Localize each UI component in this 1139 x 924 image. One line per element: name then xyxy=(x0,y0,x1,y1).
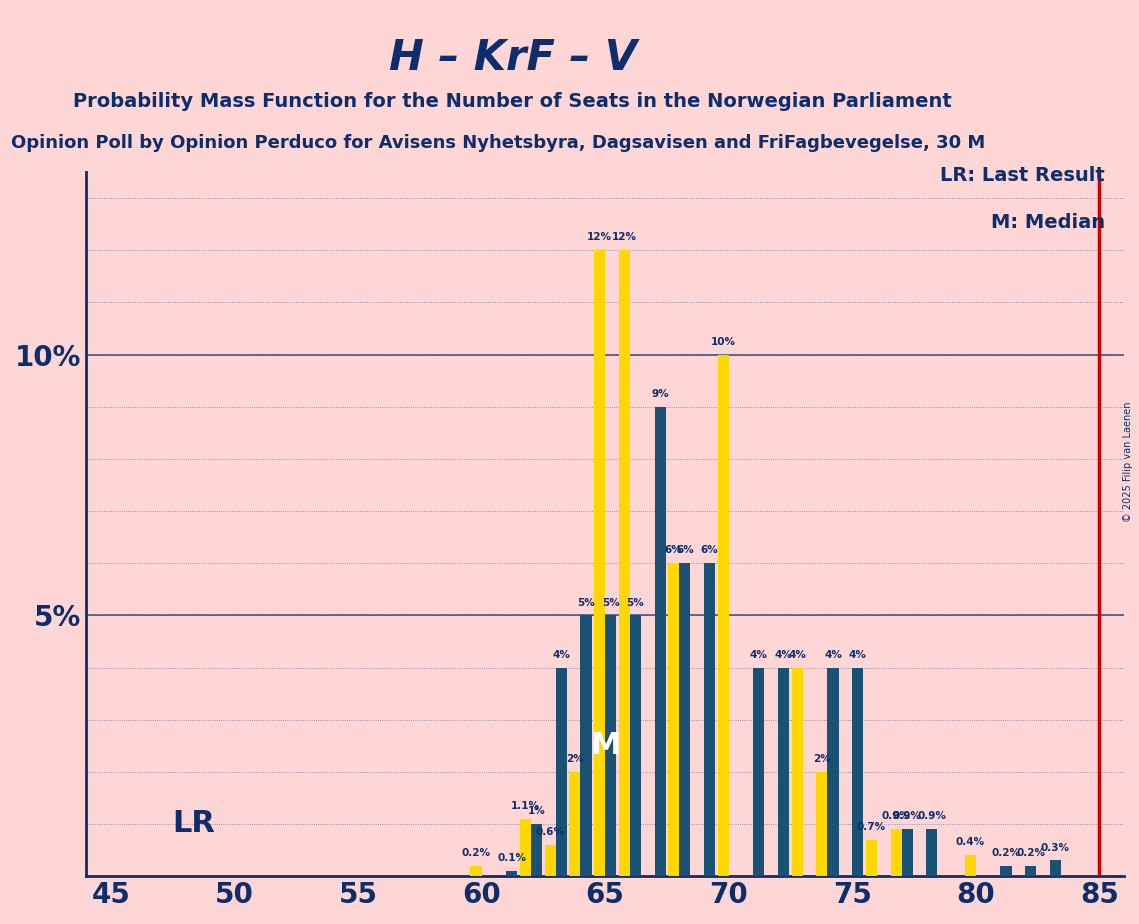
Text: 0.9%: 0.9% xyxy=(882,811,910,821)
Text: 0.1%: 0.1% xyxy=(498,853,526,863)
Text: 0.2%: 0.2% xyxy=(461,848,491,857)
Text: 5%: 5% xyxy=(577,598,595,608)
Bar xyxy=(605,615,616,876)
Text: Probability Mass Function for the Number of Seats in the Norwegian Parliament: Probability Mass Function for the Number… xyxy=(73,92,952,112)
Text: 5%: 5% xyxy=(601,598,620,608)
Text: 12%: 12% xyxy=(587,233,612,242)
Text: 9%: 9% xyxy=(652,389,669,399)
Bar xyxy=(618,250,630,876)
Text: 4%: 4% xyxy=(552,650,571,660)
Text: 10%: 10% xyxy=(711,336,736,346)
Bar xyxy=(1050,860,1062,876)
Text: 5%: 5% xyxy=(626,598,645,608)
Bar xyxy=(926,829,937,876)
Bar xyxy=(753,667,764,876)
Bar xyxy=(792,667,803,876)
Bar xyxy=(866,840,877,876)
Bar xyxy=(1000,866,1011,876)
Text: 12%: 12% xyxy=(612,233,637,242)
Text: 2%: 2% xyxy=(813,754,830,764)
Text: LR: Last Result: LR: Last Result xyxy=(940,166,1105,186)
Bar xyxy=(1025,866,1036,876)
Text: 0.9%: 0.9% xyxy=(917,811,947,821)
Bar xyxy=(704,564,715,876)
Text: 2%: 2% xyxy=(566,754,583,764)
Bar xyxy=(595,250,605,876)
Text: 0.9%: 0.9% xyxy=(893,811,921,821)
Bar xyxy=(778,667,789,876)
Bar xyxy=(519,819,531,876)
Text: 0.3%: 0.3% xyxy=(1041,843,1070,853)
Bar xyxy=(581,615,591,876)
Text: 4%: 4% xyxy=(788,650,806,660)
Bar xyxy=(570,772,581,876)
Text: 0.4%: 0.4% xyxy=(956,837,985,847)
Text: 4%: 4% xyxy=(775,650,793,660)
Text: 0.2%: 0.2% xyxy=(992,848,1021,857)
Text: 0.6%: 0.6% xyxy=(535,827,565,837)
Text: 4%: 4% xyxy=(849,650,867,660)
Bar xyxy=(902,829,912,876)
Text: Opinion Poll by Opinion Perduco for Avisens Nyhetsbyra, Dagsavisen and FriFagbev: Opinion Poll by Opinion Perduco for Avis… xyxy=(11,134,985,152)
Text: H – KrF – V: H – KrF – V xyxy=(388,37,637,79)
Text: LR: LR xyxy=(173,809,215,838)
Text: 4%: 4% xyxy=(825,650,842,660)
Bar xyxy=(669,564,679,876)
Bar xyxy=(531,824,542,876)
Bar xyxy=(630,615,641,876)
Bar xyxy=(852,667,863,876)
Bar xyxy=(891,829,902,876)
Text: 6%: 6% xyxy=(675,545,694,555)
Bar xyxy=(506,871,517,876)
Text: 1.1%: 1.1% xyxy=(511,801,540,811)
Text: 6%: 6% xyxy=(665,545,682,555)
Bar xyxy=(965,856,976,876)
Text: 4%: 4% xyxy=(749,650,768,660)
Text: M: M xyxy=(590,731,621,760)
Text: © 2025 Filip van Laenen: © 2025 Filip van Laenen xyxy=(1123,402,1133,522)
Text: 1%: 1% xyxy=(527,806,546,816)
Bar xyxy=(679,564,690,876)
Bar xyxy=(718,355,729,876)
Bar xyxy=(544,845,556,876)
Bar xyxy=(828,667,838,876)
Bar xyxy=(470,866,482,876)
Text: 6%: 6% xyxy=(700,545,719,555)
Bar xyxy=(556,667,567,876)
Bar xyxy=(817,772,828,876)
Text: 0.2%: 0.2% xyxy=(1016,848,1046,857)
Bar xyxy=(655,407,665,876)
Text: M: Median: M: Median xyxy=(991,213,1105,232)
Text: 0.7%: 0.7% xyxy=(857,821,886,832)
